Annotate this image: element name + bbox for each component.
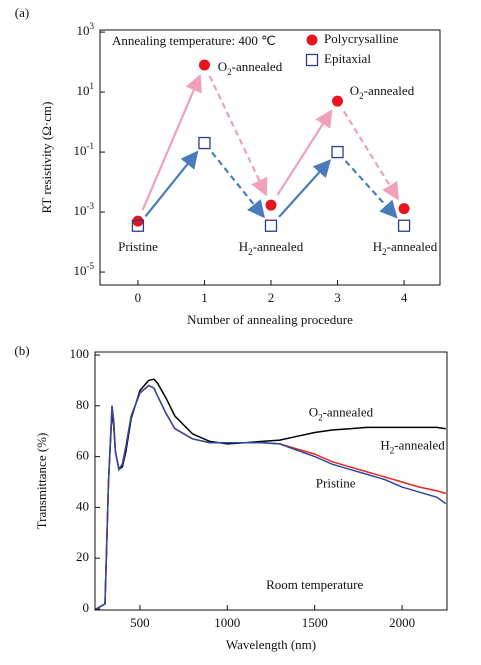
y-tick-label: 101 xyxy=(77,81,95,98)
arrow xyxy=(144,150,199,218)
plot-frame xyxy=(99,29,441,286)
point xyxy=(398,203,410,215)
series-line xyxy=(95,378,446,610)
x-tick-label: 1000 xyxy=(214,615,240,630)
series-line xyxy=(95,384,447,610)
y-axis-label: RT resistivity (Ω·cm) xyxy=(39,102,54,214)
y-tick-label: 10-5 xyxy=(74,261,95,278)
x-axis-label: Number of annealing procedure xyxy=(187,312,353,327)
point xyxy=(198,136,211,150)
x-tick-label: 2000 xyxy=(389,615,415,630)
annotation: H2-annealed xyxy=(373,239,438,257)
y-tick-label: 10-1 xyxy=(74,141,95,158)
legend-label: Polycrysalline xyxy=(324,31,399,46)
series-label: Pristine xyxy=(316,476,356,491)
x-tick-label: 4 xyxy=(401,290,408,305)
x-tick-label: 0 xyxy=(135,290,142,305)
point xyxy=(264,219,278,232)
annotation: Room temperature xyxy=(266,577,363,592)
y-tick-label: 20 xyxy=(76,549,89,564)
arrow xyxy=(211,151,265,219)
legend-marker xyxy=(305,53,319,67)
x-tick-label: 3 xyxy=(334,290,341,305)
y-tick-label: 100 xyxy=(70,346,90,361)
series-label: H2-annealed xyxy=(380,437,445,455)
series-label: O2-annealed xyxy=(309,404,374,422)
point xyxy=(131,219,145,232)
arrow xyxy=(342,110,400,201)
annotation: O2-annealed xyxy=(218,59,283,77)
x-tick-label: 500 xyxy=(130,615,150,630)
x-tick-label: 1 xyxy=(201,290,208,305)
y-tick-label: 103 xyxy=(77,21,95,38)
y-tick-label: 0 xyxy=(83,600,90,615)
point xyxy=(331,145,344,159)
point xyxy=(265,199,277,211)
y-tick-label: 10-3 xyxy=(74,201,95,218)
annotation: Pristine xyxy=(118,239,158,254)
y-tick-label: 60 xyxy=(76,448,89,463)
legend-label: Epitaxial xyxy=(324,51,371,66)
series-line xyxy=(95,384,447,610)
legend-marker xyxy=(306,34,318,46)
annotation: Annealing temperature: 400 ℃ xyxy=(112,33,276,48)
x-tick-label: 1500 xyxy=(302,615,328,630)
y-tick-label: 80 xyxy=(76,397,89,412)
arrow xyxy=(344,160,398,219)
plot-frame xyxy=(94,351,448,611)
point xyxy=(198,59,210,71)
y-axis-label: Transmittance (%) xyxy=(34,433,49,530)
x-axis-label: Wavelength (nm) xyxy=(226,637,316,652)
point xyxy=(397,219,411,232)
point xyxy=(132,215,144,227)
arrow xyxy=(141,73,202,211)
arrow xyxy=(276,109,333,196)
arrow xyxy=(208,75,268,197)
arrow xyxy=(278,159,332,218)
x-tick-label: 2 xyxy=(268,290,275,305)
y-tick-label: 40 xyxy=(76,498,89,513)
annotation: H2-annealed xyxy=(239,239,304,257)
panel-label: (a) xyxy=(15,5,29,20)
annotation: O2-annealed xyxy=(350,83,415,101)
point xyxy=(332,95,344,107)
panel-label: (b) xyxy=(14,343,29,358)
